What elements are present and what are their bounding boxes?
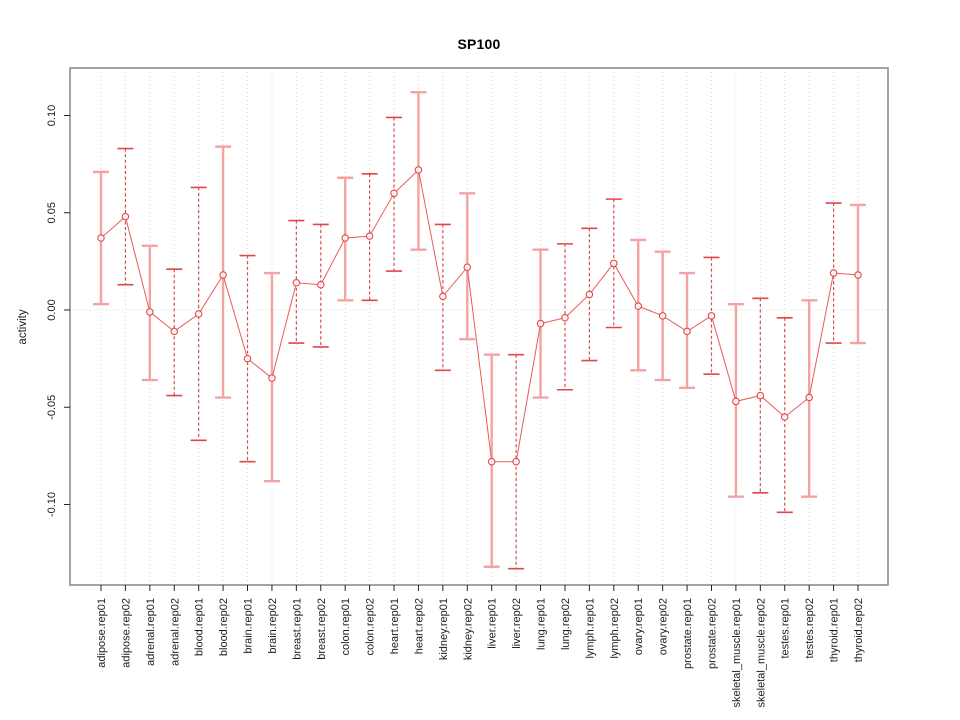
mean-point: [317, 280, 325, 289]
x-tick-label: adrenal.rep02: [169, 598, 181, 666]
mean-point: [780, 413, 789, 421]
x-tick-label: kidney.rep01: [438, 598, 450, 660]
x-tick-label: thyroid.rep01: [829, 598, 841, 662]
x-tick-label: colon.rep01: [340, 598, 352, 656]
mean-point: [390, 189, 398, 198]
plot-border: [69, 67, 889, 586]
x-tick-label: breast.rep02: [316, 598, 328, 660]
x-tick-label: brain.rep02: [267, 598, 279, 654]
x-tick-label: blood.rep01: [194, 598, 206, 656]
mean-point: [243, 354, 252, 363]
x-tick-label: adipose.rep02: [120, 598, 132, 668]
x-tick-label: liver.rep01: [487, 598, 499, 649]
mean-point: [292, 279, 301, 287]
mean-point: [341, 234, 349, 242]
mean-point: [121, 212, 130, 221]
y-tick-label: 0.10: [46, 105, 58, 126]
x-tick-label: testes.rep01: [780, 598, 792, 659]
mean-point: [805, 393, 813, 402]
series-line: [100, 168, 859, 463]
mean-point: [634, 302, 642, 310]
x-tick-label: ovary.rep02: [658, 598, 670, 655]
x-tick-label: heart.rep02: [413, 598, 425, 654]
mean-point: [463, 263, 472, 271]
x-tick-label: colon.rep02: [365, 598, 377, 656]
mean-point: [585, 290, 594, 299]
x-tick-label: ovary.rep01: [633, 598, 645, 655]
x-tick-label: adrenal.rep01: [145, 598, 157, 666]
mean-point: [97, 234, 105, 242]
mean-point: [829, 269, 838, 277]
y-tick-label: -0.10: [46, 492, 58, 517]
mean-point: [707, 312, 716, 320]
mean-point: [219, 271, 227, 279]
mean-point: [610, 259, 618, 268]
x-tick-label: lung.rep01: [536, 598, 548, 650]
mean-point: [854, 271, 862, 279]
x-tick-label: kidney.rep02: [462, 598, 474, 660]
mean-point: [365, 232, 374, 240]
mean-point: [683, 327, 691, 336]
mean-point: [487, 457, 496, 466]
mean-point: [146, 308, 154, 316]
x-tick-label: breast.rep01: [291, 598, 303, 660]
x-tick-label: testes.rep02: [804, 598, 816, 659]
x-tick-label: skeletal_muscle.rep02: [755, 598, 767, 707]
mean-point: [512, 457, 520, 466]
mean-point: [194, 310, 203, 318]
y-tick-label: -0.05: [46, 395, 58, 420]
mean-point: [561, 314, 569, 322]
x-tick-label: skeletal_muscle.rep01: [731, 598, 743, 707]
mean-point: [732, 397, 740, 406]
mean-point: [536, 319, 545, 328]
mean-point: [414, 166, 423, 174]
chart-title: SP100: [457, 36, 501, 52]
x-tick-label: lung.rep02: [560, 598, 572, 650]
x-tick-label: heart.rep01: [389, 598, 401, 654]
y-axis-label: activity: [17, 309, 29, 344]
mean-point: [658, 312, 667, 320]
x-tick-label: prostate.rep02: [706, 598, 718, 669]
x-tick-label: lymph.rep02: [609, 598, 621, 659]
x-tick-label: blood.rep02: [218, 598, 230, 656]
x-tick-label: thyroid.rep02: [853, 598, 865, 662]
x-tick-label: prostate.rep01: [682, 598, 694, 669]
x-tick-label: liver.rep02: [511, 598, 523, 649]
x-tick-label: adipose.rep01: [96, 598, 108, 668]
mean-point: [268, 374, 276, 382]
mean-point: [756, 391, 765, 400]
x-tick-label: lymph.rep01: [584, 598, 596, 659]
mean-point: [439, 292, 447, 301]
mean-point: [170, 327, 179, 336]
y-tick-label: 0.05: [46, 202, 58, 223]
y-tick-label: 0.00: [46, 299, 58, 320]
x-tick-label: brain.rep01: [243, 598, 255, 654]
